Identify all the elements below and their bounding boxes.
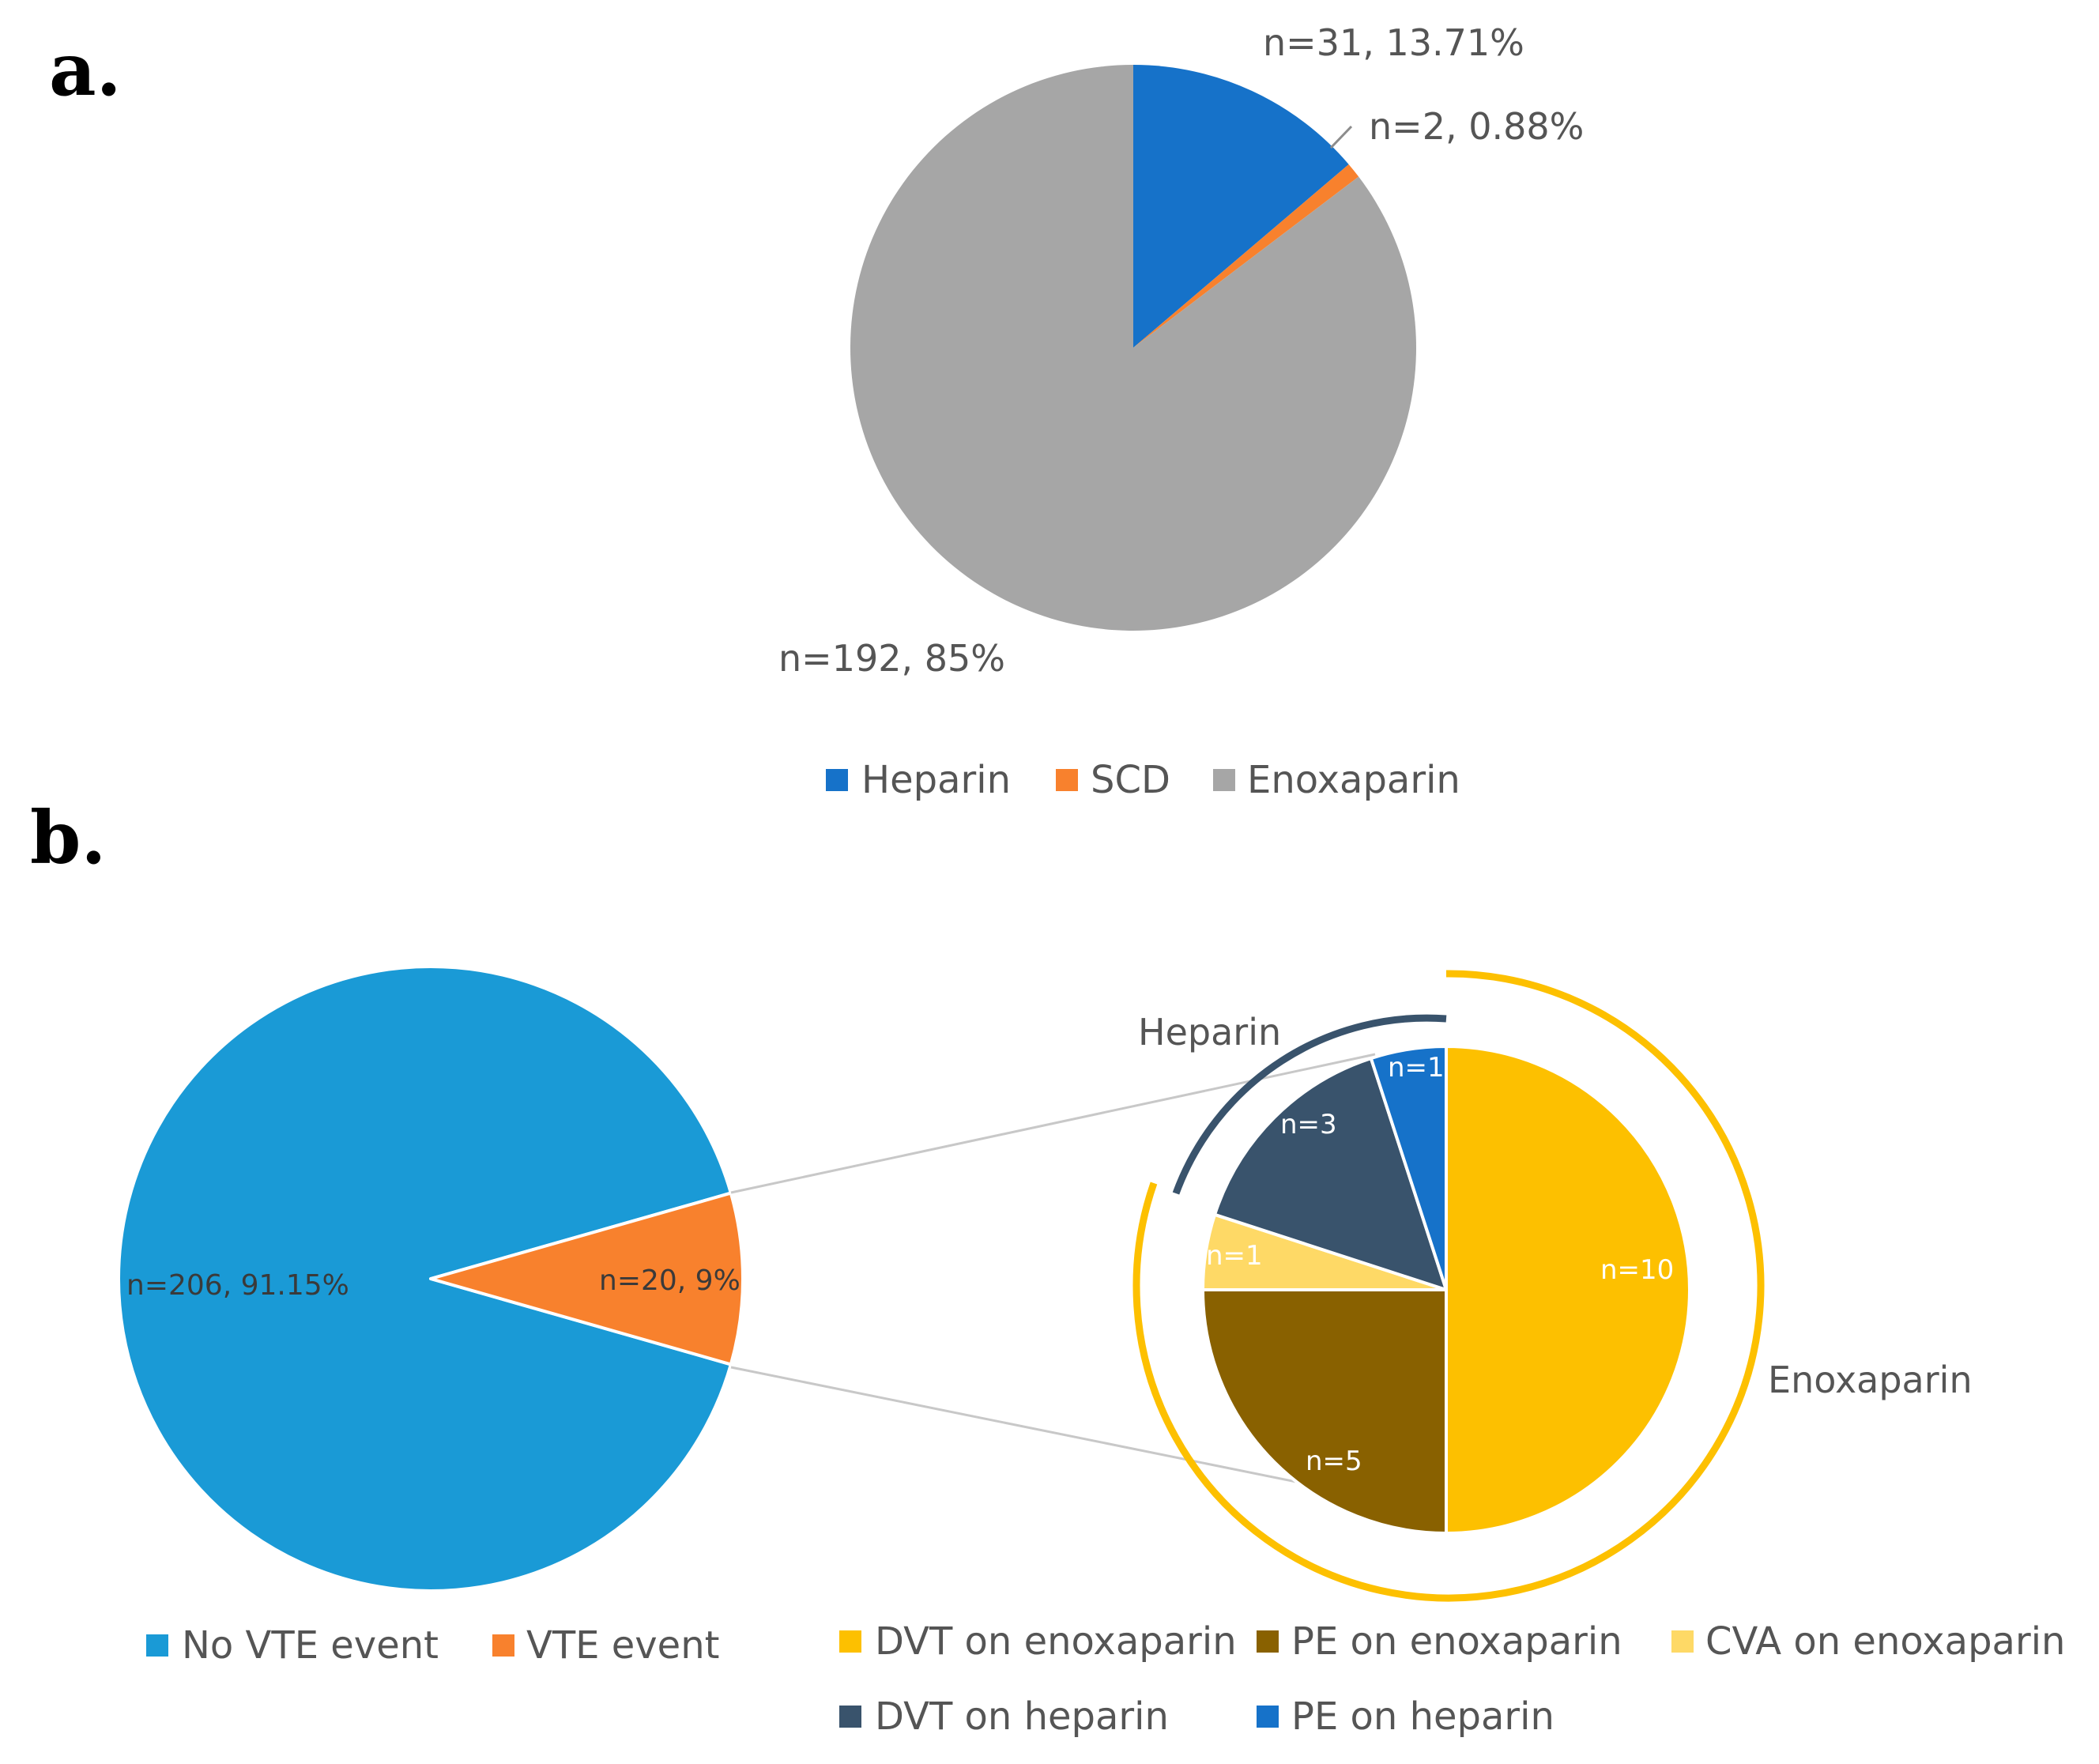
legend-swatch-a-1	[1056, 769, 1078, 791]
connector-line-top	[730, 1053, 1376, 1194]
legend-item-pe-enoxaparin: PE on enoxaparin	[1291, 1619, 1622, 1664]
legend-item-no-vte: No VTE event	[182, 1623, 439, 1668]
legend-swatch-c-4	[1257, 1706, 1279, 1728]
pie-b-slice-1	[429, 1191, 745, 1366]
legend-item-vte: VTE event	[526, 1623, 719, 1668]
legend-item-a-scd: SCD	[1091, 758, 1170, 802]
legend-swatch-b-1	[492, 1634, 514, 1657]
pie-b-slice-0	[117, 965, 733, 1592]
pie-c-slice-1	[1201, 1288, 1448, 1535]
legend-b-breakdown: DVT on enoxaparin PE on enoxaparin CVA o…	[839, 1619, 2065, 1739]
pie-a-slice-1	[1133, 164, 1359, 348]
group-label-heparin: Heparin	[1138, 1011, 1281, 1054]
pie-a-slice-2	[850, 65, 1417, 631]
data-label-a-enoxaparin: n=192, 85%	[778, 637, 1005, 680]
pie-c-slice-4	[1369, 1045, 1448, 1291]
legend-b-main: No VTE event VTE event	[146, 1623, 719, 1668]
legend-item-pe-heparin: PE on heparin	[1291, 1694, 1554, 1739]
data-label-dvt-enoxaparin: n=10	[1600, 1254, 1674, 1286]
connector-line-bottom	[730, 1366, 1317, 1487]
group-arc-heparin	[1172, 1014, 1447, 1195]
data-label-b-vte: n=20, 9%	[599, 1265, 740, 1297]
pie-chart-b	[117, 965, 745, 1592]
panel-label-b: b.	[30, 795, 106, 880]
panel-label-a: a.	[49, 27, 122, 112]
legend-swatch-c-0	[839, 1630, 861, 1653]
data-label-a-scd: n=2, 0.88%	[1369, 105, 1584, 148]
data-label-pe-heparin: n=1	[1388, 1052, 1445, 1084]
data-label-dvt-heparin: n=3	[1280, 1109, 1337, 1140]
data-label-a-heparin: n=31, 13.71%	[1263, 21, 1524, 64]
group-label-enoxaparin: Enoxaparin	[1768, 1359, 1973, 1401]
pie-chart-breakdown	[1201, 1045, 1691, 1535]
data-label-cva-enoxaparin: n=1	[1206, 1240, 1263, 1272]
legend-item-a-heparin: Heparin	[861, 758, 1011, 802]
pie-chart-a	[850, 65, 1417, 631]
leader-line-a-scd	[1329, 125, 1353, 149]
legend-swatch-b-0	[146, 1634, 168, 1657]
data-label-pe-enoxaparin: n=5	[1306, 1446, 1362, 1477]
data-label-b-no-vte: n=206, 91.15%	[126, 1269, 349, 1302]
legend-item-dvt-heparin: DVT on heparin	[875, 1694, 1169, 1739]
group-arc-enoxaparin	[1132, 970, 1765, 1602]
legend-swatch-a-0	[826, 769, 848, 791]
legend-swatch-a-2	[1213, 769, 1235, 791]
pie-c-slice-0	[1445, 1045, 1691, 1535]
pie-a-slice-0	[1133, 65, 1349, 348]
legend-item-a-enoxaparin: Enoxaparin	[1247, 758, 1460, 802]
legend-item-cva-enoxaparin: CVA on enoxaparin	[1705, 1619, 2065, 1664]
legend-swatch-c-2	[1671, 1630, 1694, 1653]
legend-swatch-c-3	[839, 1706, 861, 1728]
legend-item-dvt-enoxaparin: DVT on enoxaparin	[875, 1619, 1237, 1664]
legend-a: Heparin SCD Enoxaparin	[826, 758, 1460, 802]
legend-swatch-c-1	[1257, 1630, 1279, 1653]
